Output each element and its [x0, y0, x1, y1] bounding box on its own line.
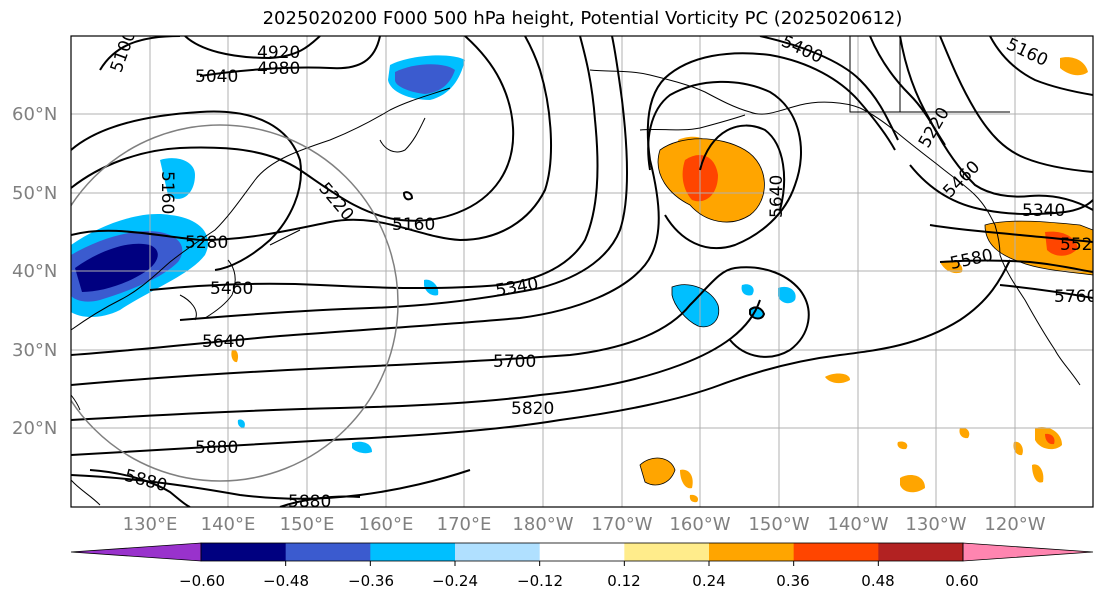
contour-label: 5340 [1022, 201, 1065, 221]
reference-circle [71, 124, 399, 482]
colorbar-tick-label: 0.24 [692, 572, 726, 590]
lat-tick-label: 40°N [12, 261, 58, 282]
map-frame [70, 35, 1094, 508]
colorbar-segment [793, 543, 879, 561]
colorbar-tick-label: 0.36 [776, 572, 810, 590]
lon-tick-label: 130°E [122, 514, 178, 535]
colorbar-tick-label: 0.60 [945, 572, 979, 590]
colorbar-tick-label: 0.48 [861, 572, 895, 590]
colorbar-tick-label: −0.36 [348, 572, 394, 590]
colorbar [70, 542, 1094, 566]
contour-label: 5160 [1003, 34, 1051, 70]
lat-tick-label: 60°N [12, 104, 58, 125]
lon-tick-label: 130°W [905, 514, 967, 535]
contour-label: 5340 [494, 274, 540, 301]
colorbar-segment [455, 543, 541, 561]
contour-labels: 5100 4920 4980 5040 5160 5220 5280 5460 … [107, 28, 1103, 512]
contour-label: 5220 [314, 179, 357, 225]
lon-tick-label: 120°W [984, 514, 1046, 535]
lon-tick-label: 170°E [436, 514, 492, 535]
pv-contour-outlines [639, 138, 1093, 486]
lon-tick-label: 160°E [358, 514, 414, 535]
lon-tick-label: 140°W [827, 514, 889, 535]
contour-label: 5160 [157, 171, 177, 214]
contour-label: 4980 [257, 59, 300, 79]
colorbar-extend-max [962, 542, 1094, 562]
lon-tick-label: 160°W [669, 514, 731, 535]
lon-tick-label: 170°W [591, 514, 653, 535]
colorbar-tick-label: 0.12 [607, 572, 641, 590]
lon-tick-label: 140°E [200, 514, 256, 535]
contour-label: 5520 [1060, 235, 1103, 255]
colorbar-segment [624, 543, 710, 561]
colorbar-tick-label: −0.48 [263, 572, 309, 590]
contour-label: 5040 [195, 67, 238, 87]
contour-label: 5760 [1054, 287, 1097, 307]
map-title: 2025020200 F000 500 hPa height, Potentia… [262, 8, 903, 29]
colorbar-extend-min [70, 542, 202, 562]
contour-label: 5640 [767, 175, 787, 218]
pv-positive-shading [231, 57, 1093, 503]
colorbar-segment [878, 543, 964, 561]
contour-label: 5580 [948, 245, 994, 274]
contour-label: 5400 [778, 31, 826, 67]
colorbar-outline [200, 542, 964, 562]
colorbar-segment [285, 543, 371, 561]
colorbar-tick-label: −0.12 [517, 572, 563, 590]
contour-label: 5100 [107, 28, 141, 75]
colorbar-tick-label: −0.60 [179, 572, 225, 590]
lat-tick-label: 50°N [12, 183, 58, 204]
contour-label: 5880 [195, 438, 238, 458]
colorbar-tick-label: −0.24 [432, 572, 478, 590]
colorbar-segment [370, 543, 456, 561]
contour-label: 4920 [257, 43, 300, 63]
lat-tick-label: 30°N [12, 340, 58, 361]
contour-label: 5220 [915, 104, 954, 151]
lon-tick-label: 180°W [512, 514, 574, 535]
colorbar-segment [201, 543, 287, 561]
colorbar-segment [709, 543, 795, 561]
contour-label: 5280 [185, 233, 228, 253]
lon-tick-label: 150°E [279, 514, 335, 535]
contour-label: 5640 [202, 332, 245, 352]
lon-tick-label: 150°W [748, 514, 810, 535]
contour-label: 5460 [210, 279, 253, 299]
contour-label: 5700 [493, 352, 536, 372]
colorbar-segment [539, 543, 625, 561]
contour-label: 5460 [939, 157, 984, 202]
contour-label: 5820 [511, 399, 554, 419]
pv-negative-shading [71, 55, 796, 454]
contour-label: 5160 [392, 215, 435, 235]
height-contours [71, 36, 1093, 507]
lat-tick-label: 20°N [12, 418, 58, 439]
contour-label: 5880 [122, 466, 169, 497]
contour-label: 5880 [288, 492, 331, 512]
